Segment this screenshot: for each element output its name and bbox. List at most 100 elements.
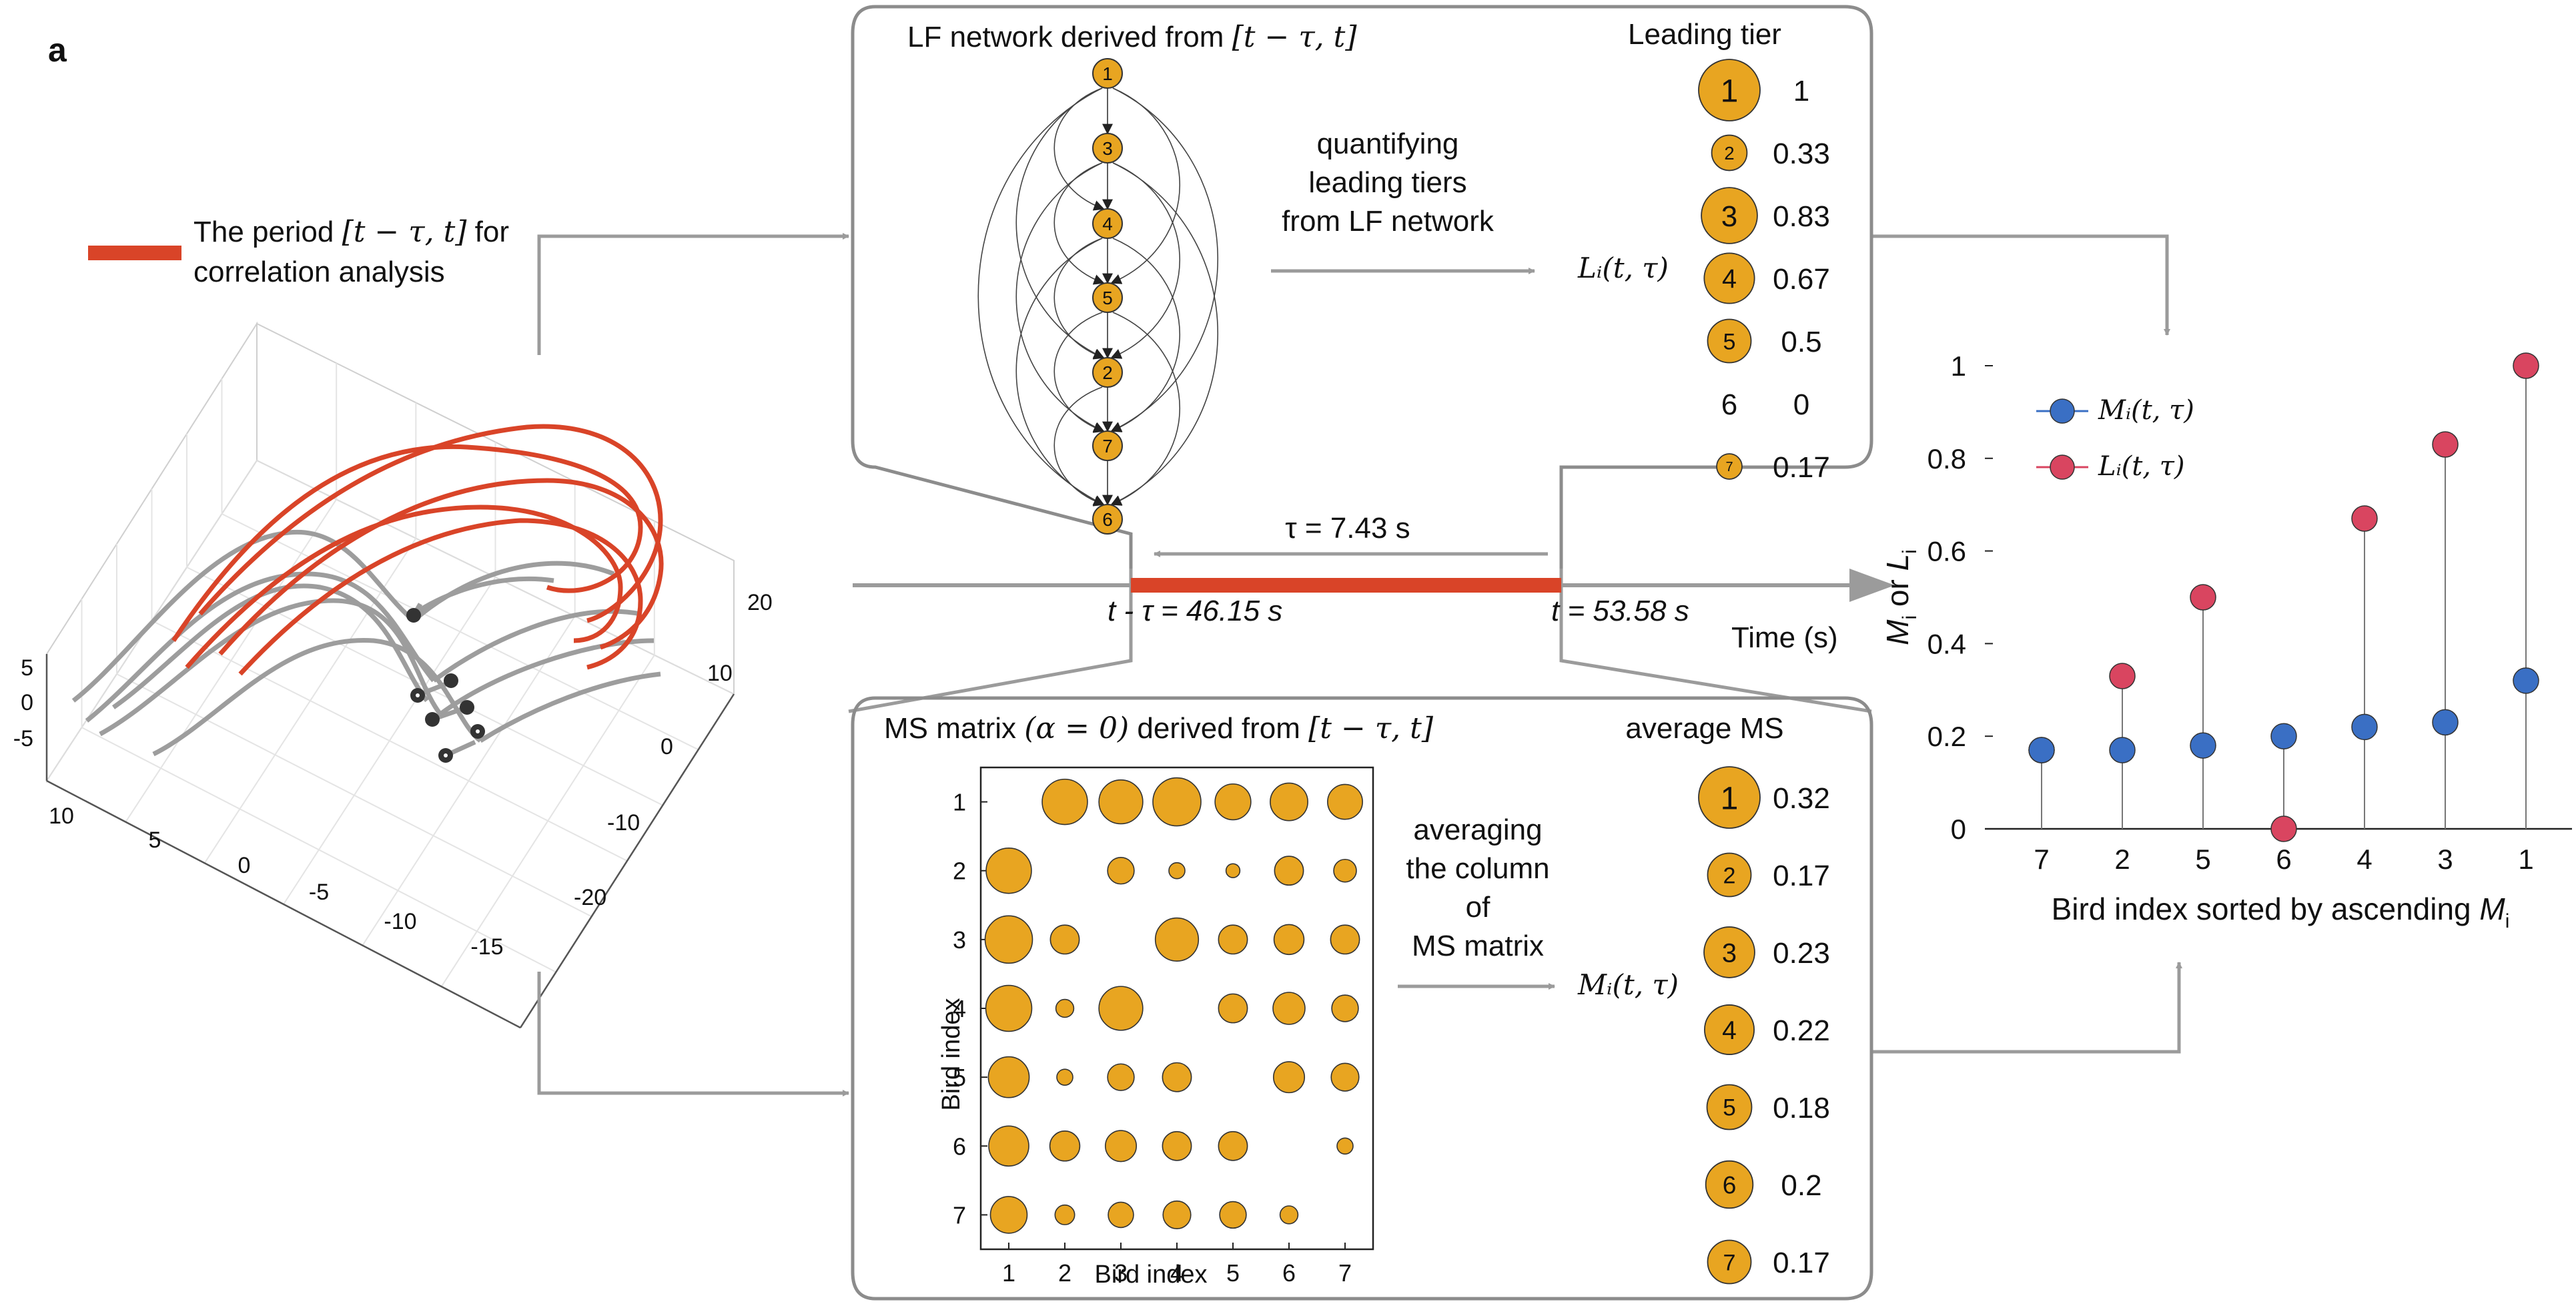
ms-avg-value: 0.17 [1773,860,1830,892]
ms-cell-bubble [1049,924,1080,955]
lf-tier-bird: 4 [1722,264,1737,294]
stem-point-l [2109,663,2136,689]
ms-row-tick: 2 [953,858,966,885]
ms-cell-bubble [1331,994,1359,1022]
ms-row-tick: 1 [953,789,966,816]
trajectories [71,424,664,757]
ms-col-tick: 3 [1114,1259,1128,1287]
lf-node [1092,133,1123,164]
trajectory-gray [432,609,641,683]
ms-matrix-frame [979,766,1374,1251]
ms-cell-bubble [1104,1130,1138,1163]
ms-cell-bubble [1330,924,1360,955]
ms-col-tick: 6 [1282,1259,1296,1287]
stem-y-tick: 0.6 [1927,536,1966,567]
ms-avg-bird: 4 [1722,1016,1737,1045]
y-tick: 20 [747,590,773,615]
stem-x-tick: 7 [2034,844,2049,875]
lf-tier-header: Leading tier [1628,18,1781,51]
ms-avg-header: average MS [1625,712,1783,745]
bird-point [406,608,421,623]
time-axis-label: Time (s) [1731,621,1838,654]
y-tick: -10 [607,810,640,836]
stem-point-l [2513,352,2539,379]
ms-cell-bubble [1273,924,1305,956]
lf-node [1092,504,1123,535]
lf-node-label: 3 [1102,138,1113,159]
arrow-to-lf [537,233,849,355]
stem-x-tick: 4 [2356,844,2372,875]
ms-panel-border [851,696,1873,1301]
ms-cell-bubble [989,1196,1028,1234]
ms-avg-bird: 1 [1721,781,1739,816]
ms-col-tick: 7 [1338,1259,1352,1287]
trajectory-red [171,444,643,642]
x-tick: -15 [470,934,503,960]
lf-tier-bird: 3 [1721,200,1737,233]
ms-cell-bubble [1162,1130,1192,1161]
stem-point-m [2351,713,2378,741]
x-tick: 0 [238,853,251,878]
stem-x-tick: 6 [2276,844,2291,875]
ms-cell-bubble [1056,1068,1074,1086]
x-tick: -5 [309,880,329,905]
lf-tier-bubble [1701,187,1758,244]
ms-avg-value: 0.22 [1773,1014,1830,1047]
legend-swatch [88,246,181,260]
stem-point-l [2351,505,2378,532]
window-start-label: t - τ = 46.15 s [1108,595,1282,627]
ms-cell-bubble [1218,924,1248,955]
ms-cell-bubble [1336,1137,1354,1155]
ms-cell-bubble [1055,998,1075,1018]
ms-cell-bubble [1107,857,1135,885]
ms-avg-bubble [1705,1160,1754,1209]
tau-label: τ = 7.43 s [1285,512,1410,545]
lf-tier-bird: 1 [1721,73,1739,109]
ms-avg-value: 0.23 [1773,937,1830,970]
ms-col-tick: 4 [1170,1259,1184,1287]
ms-avg-bird: 7 [1723,1250,1736,1275]
stem-x-tick: 1 [2518,844,2533,875]
stem-point-m [2432,709,2459,736]
lf-action-line: quantifying [1317,127,1459,160]
ms-cell-bubble [1054,1204,1076,1225]
legend-marker-l [2050,454,2075,480]
lf-node [1092,430,1123,461]
z-tick: 0 [21,690,33,715]
bird-point [425,712,440,727]
lf-tier-value: 0.83 [1773,200,1830,233]
lf-action-line: from LF network [1282,205,1494,238]
ms-avg-bird: 2 [1723,863,1736,888]
lf-node-label: 5 [1102,288,1113,308]
trajectory-gray [412,576,554,616]
ms-cell-bubble [988,1125,1029,1167]
lf-tier-bird: 6 [1721,388,1737,421]
ms-cell-bubble [1327,783,1363,820]
legend-marker-m [2050,398,2075,424]
ms-action-line: the column [1406,852,1549,885]
ms-cell-bubble [1225,863,1241,878]
ms-avg-value: 0.17 [1773,1247,1830,1279]
x-tick: 5 [149,828,161,853]
stem-xlabel: Bird index sorted by ascending Mi [2052,892,2510,932]
trajectory-3d-plot: 5 0 -5 10 5 0 -5 -10 -15 20 10 0 -10 -20 [13,321,773,1029]
ms-col-tick: 2 [1058,1259,1071,1287]
lf-tier-list: 1 1 2 0.33 3 0.83 4 0.67 5 0.5 6 0 7 0.17 [1698,59,1830,484]
ms-action-line: of [1466,891,1490,924]
ms-cell-bubble [1279,1205,1299,1225]
lf-panel-border [851,5,1873,569]
legend-label-l: Lᵢ(t, τ) [2098,451,2184,482]
lf-tier-value: 0.33 [1773,137,1830,170]
ms-matrix-panel: MS matrix (α = 0) derived from [t − τ, t… [851,696,1873,1301]
ms-cell-bubble [1154,917,1200,962]
stem-point-m [2109,737,2136,763]
ms-col-tick: 5 [1226,1259,1240,1287]
stem-x-tick: 2 [2114,844,2130,875]
ms-cell-bubble [1152,777,1202,827]
ms-action-line: averaging [1413,813,1542,846]
ms-row-tick: 3 [953,926,966,954]
stem-ylabel: Mi or Li [1880,549,1921,645]
lf-tier-bird: 5 [1723,329,1736,354]
ms-cell-bubble [1218,1130,1248,1161]
ms-avg-bird: 3 [1722,938,1737,968]
